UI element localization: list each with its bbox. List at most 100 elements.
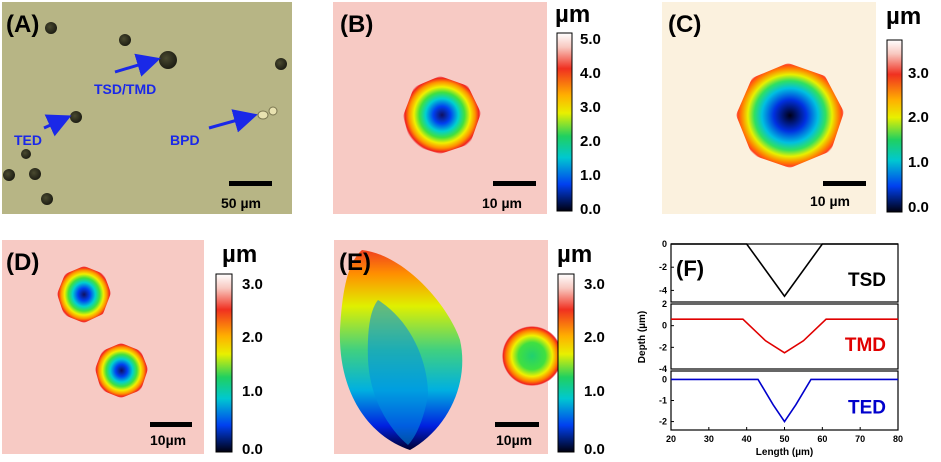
colorbar [886, 39, 903, 213]
etch-pit [29, 168, 41, 180]
colorbar-unit: µm [555, 1, 590, 28]
panel-f-chart: (F) Depth (µm) Length (µm) 0-2-4 TSD20-2-… [637, 239, 903, 458]
panel-label: (F) [676, 256, 704, 281]
scale-label: 50 µm [221, 195, 261, 211]
bpd-pit [268, 106, 278, 116]
panel-label: (D) [6, 249, 39, 276]
y-tick-label: 0 [662, 239, 667, 249]
panel-b: 10 µm (B) µm 5.0 4.0 3.0 2.0 1.0 0.0 [333, 1, 601, 218]
x-tick-label: 50 [779, 434, 789, 444]
panel-label: (B) [340, 11, 373, 38]
x-tick-label: 70 [855, 434, 865, 444]
etch-pit [45, 22, 57, 34]
colorbar-tick: 3.0 [242, 276, 263, 293]
series-line-ted [671, 378, 898, 424]
x-tick-label: 30 [704, 434, 714, 444]
y-axis-label: Depth (µm) [637, 311, 648, 363]
bpd-arrow [208, 109, 258, 133]
colorbar-tick: 0.0 [580, 201, 601, 218]
subplot-frame [670, 303, 899, 370]
colorbar-tick: 2.0 [580, 133, 601, 150]
colorbar-tick: 1.0 [580, 167, 601, 184]
y-tick-label: 2 [662, 299, 667, 309]
series-label-tmd: TMD [845, 335, 886, 356]
scale-label: 10 µm [810, 193, 850, 209]
colorbar-tick: 1.0 [584, 383, 605, 400]
y-tick-label: -2 [659, 262, 667, 272]
y-tick-label: 0 [662, 374, 667, 384]
colorbar-tick: 3.0 [584, 276, 605, 293]
pit-ted [95, 343, 148, 398]
etch-pit [21, 149, 31, 159]
panel-label: (C) [668, 11, 701, 38]
etch-pit [159, 51, 177, 69]
scale-label: 10 µm [482, 195, 522, 211]
pit-ted [502, 326, 562, 386]
subplot-frame [670, 243, 899, 303]
colorbar-tick: 0.0 [242, 441, 263, 458]
y-tick-label: -2 [659, 342, 667, 352]
panel-a: TSD/TMD TED BPD 50 µm (A) [2, 2, 292, 214]
etch-pit [119, 34, 131, 46]
x-tick-label: 80 [893, 434, 903, 444]
y-tick-label: -4 [659, 364, 667, 374]
micrograph-background [2, 2, 292, 214]
scale-bar [493, 181, 536, 186]
pit-tsd [403, 76, 481, 154]
etch-pit [3, 169, 15, 181]
pit-tmd [736, 63, 844, 168]
pit-ted [57, 266, 111, 323]
scale-bar [229, 181, 272, 186]
colorbar-tick: 0.0 [584, 441, 605, 458]
ted-label: TED [14, 132, 42, 148]
series-label-tsd: TSD [848, 270, 886, 291]
scale-bar [150, 422, 192, 427]
y-tick-label: -2 [659, 417, 667, 427]
etch-pit [41, 193, 53, 205]
colorbar-tick: 3.0 [580, 99, 601, 116]
panel-label: (A) [6, 11, 39, 38]
tsd-arrow [114, 53, 161, 77]
bpd-label: BPD [170, 132, 200, 148]
colorbar-tick: 3.0 [908, 65, 929, 82]
series-line-tmd [671, 318, 898, 354]
colorbar-tick: 1.0 [908, 154, 929, 171]
x-axis-label: Length (µm) [756, 447, 813, 458]
panel-c: 10 µm (C) µm 3.0 2.0 1.0 0.0 [662, 2, 929, 216]
panel-label: (E) [339, 249, 371, 276]
panel-e: 10µm (E) µm 3.0 2.0 1.0 0.0 [334, 240, 605, 458]
pit-bpd-core [367, 300, 428, 445]
scale-label: 10µm [496, 432, 532, 448]
x-tick-label: 20 [666, 434, 676, 444]
colorbar-tick: 2.0 [584, 329, 605, 346]
colorbar-unit: µm [222, 241, 257, 268]
etch-pit [70, 111, 82, 123]
x-tick-label: 60 [817, 434, 827, 444]
colorbar [215, 273, 233, 453]
colorbar-unit: µm [557, 241, 592, 268]
scale-label: 10µm [150, 432, 186, 448]
bpd-pit [257, 110, 269, 120]
scale-bar [495, 422, 539, 427]
y-tick-label: 0 [662, 321, 667, 331]
tsd-tmd-label: TSD/TMD [94, 81, 156, 97]
colorbar-tick: 1.0 [242, 383, 263, 400]
colorbar-tick: 2.0 [908, 109, 929, 126]
colorbar-unit: µm [886, 3, 921, 30]
series-line-tsd [671, 243, 898, 298]
y-tick-label: -4 [659, 285, 667, 295]
x-tick-label: 40 [742, 434, 752, 444]
colorbar [556, 32, 573, 212]
colorbar-tick: 2.0 [242, 329, 263, 346]
colorbar [557, 273, 575, 453]
etch-pit [275, 58, 287, 70]
colorbar-tick: 4.0 [580, 65, 601, 82]
series-label-ted: TED [848, 397, 886, 418]
scale-bar [823, 181, 866, 186]
panel-d: 10µm (D) µm 3.0 2.0 1.0 0.0 [2, 240, 263, 458]
ted-arrow [43, 114, 72, 137]
y-tick-label: -1 [659, 396, 667, 406]
colorbar-tick: 5.0 [580, 31, 601, 48]
colorbar-tick: 0.0 [908, 199, 929, 216]
